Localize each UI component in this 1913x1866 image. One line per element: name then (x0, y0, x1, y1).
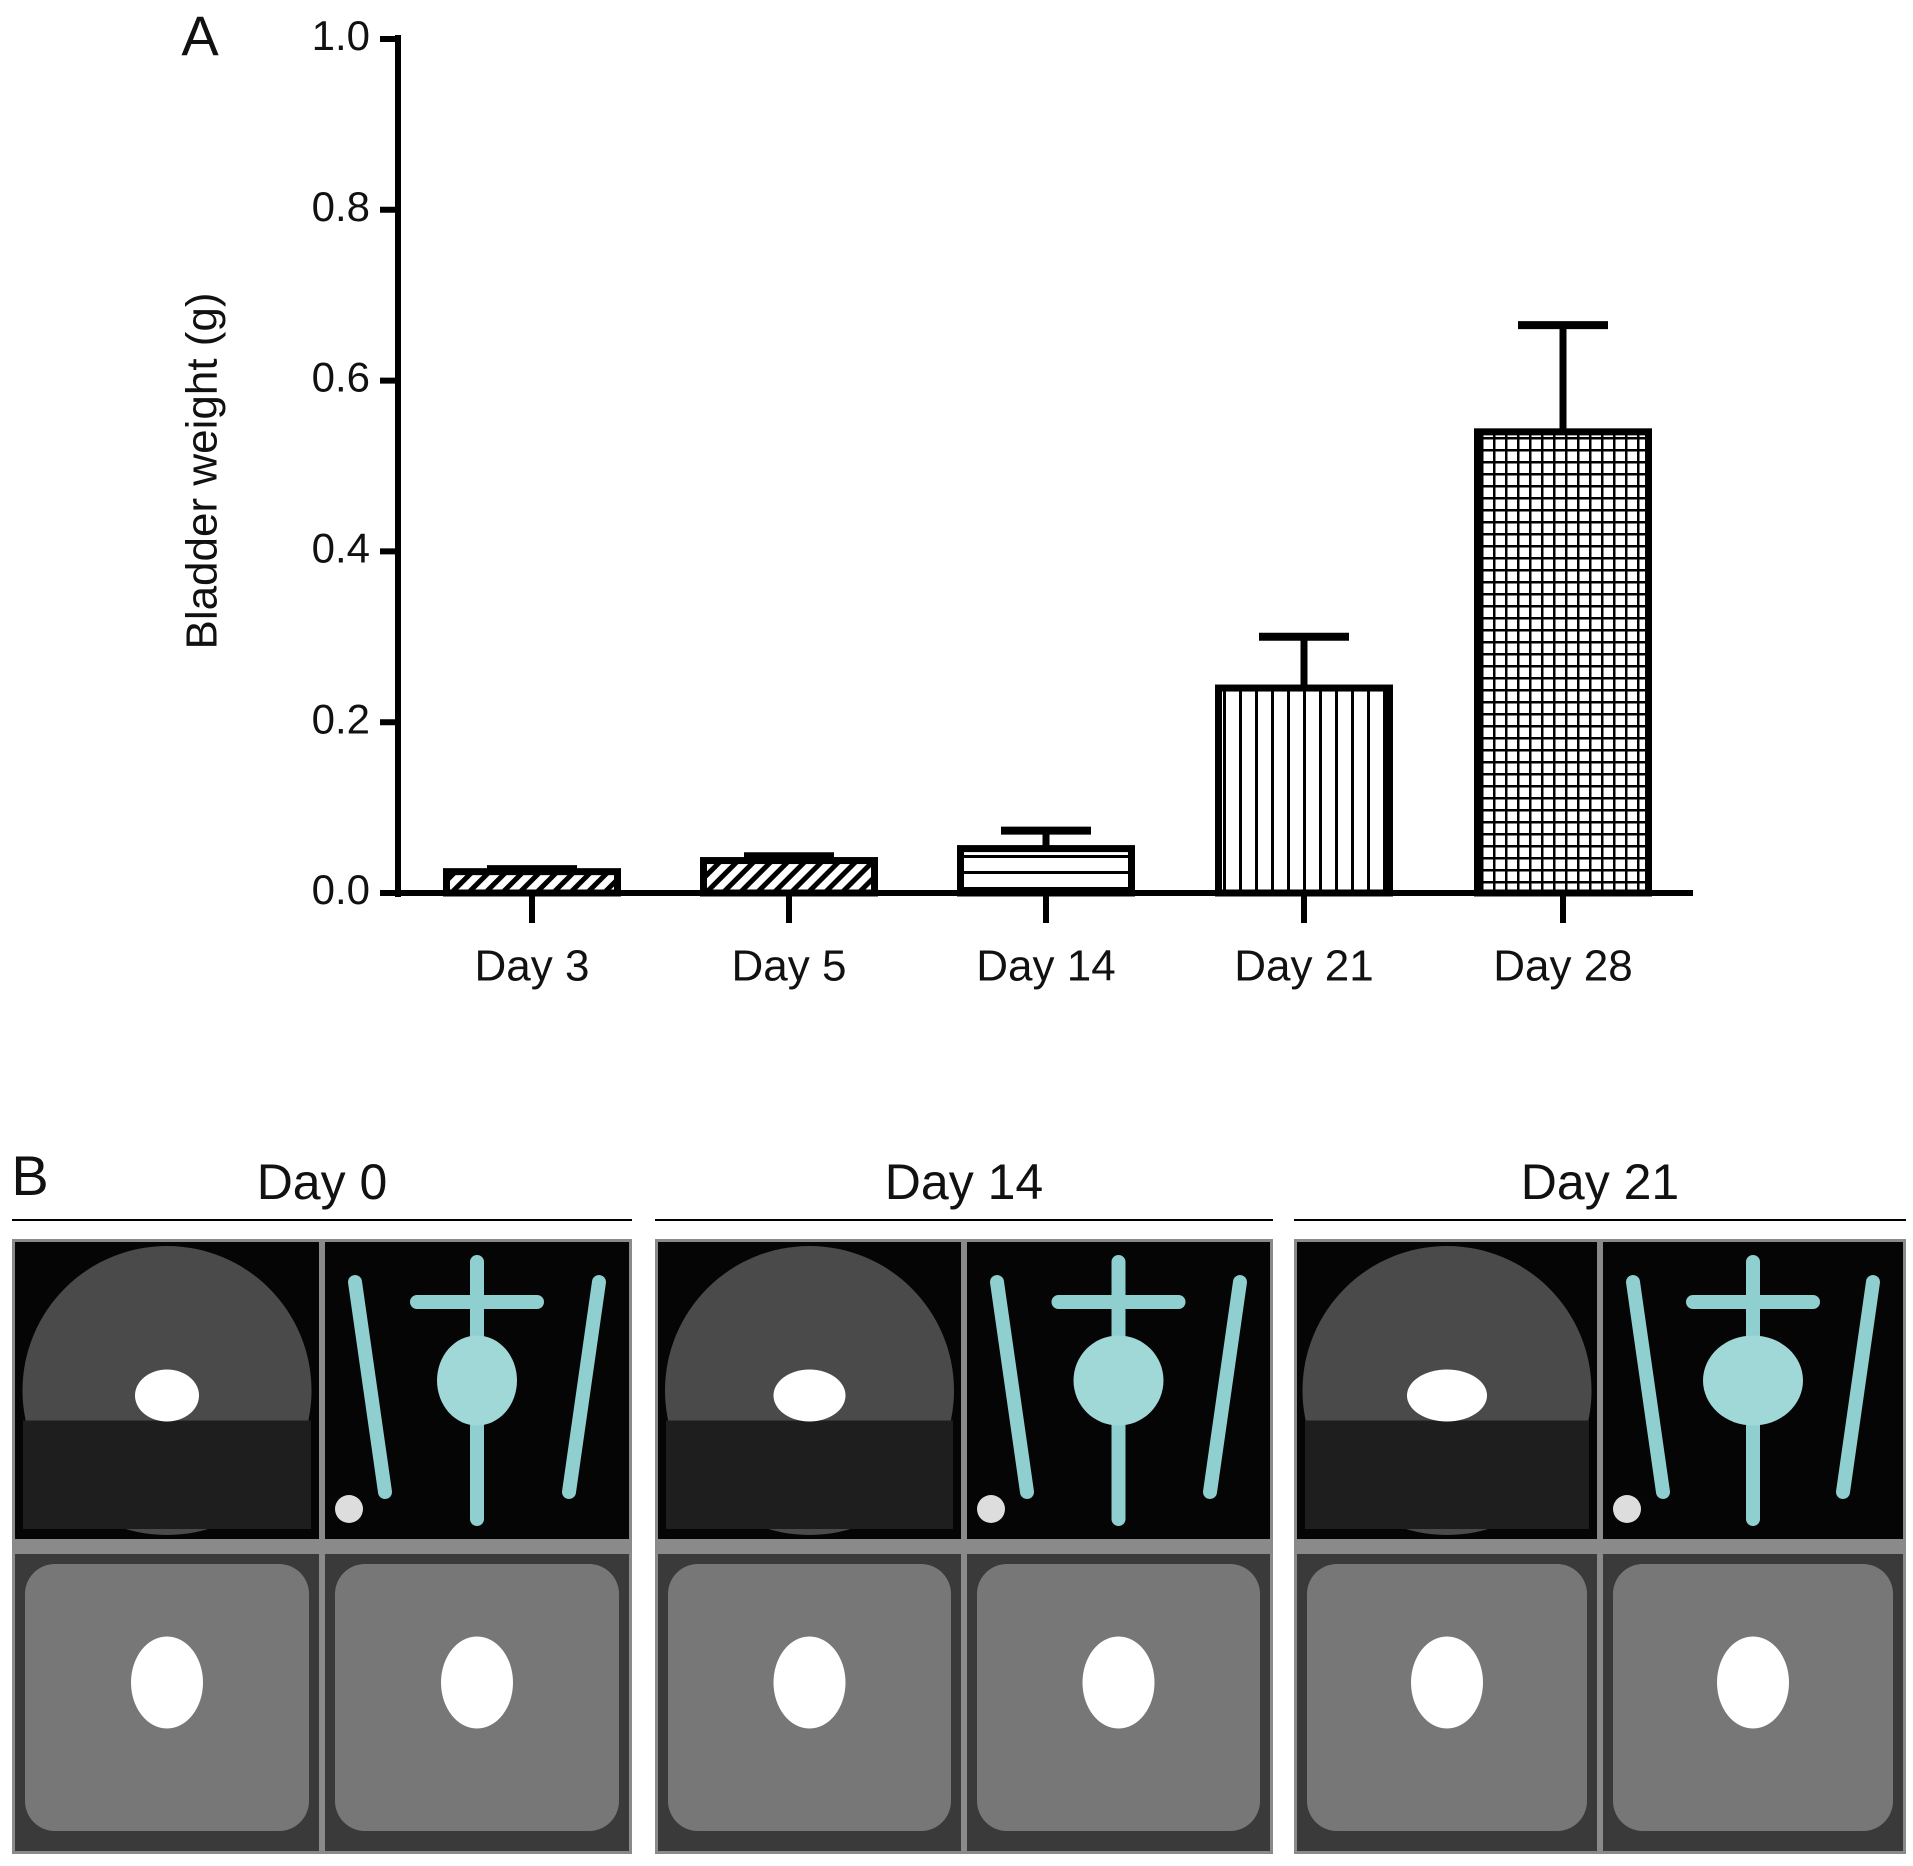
head-icon (977, 1495, 1005, 1523)
y-tick-label: 0.2 (312, 695, 370, 742)
panel-label: B (11, 1144, 48, 1207)
bladder (773, 1369, 846, 1422)
bone-render (1626, 1255, 1880, 1526)
y-axis-label: Bladder weight (g) (178, 292, 227, 649)
ct-table (666, 1420, 953, 1529)
bladder (1717, 1636, 1789, 1729)
head-icon (1613, 1495, 1641, 1523)
bladder-render (1703, 1335, 1803, 1426)
panel-label: A (181, 4, 219, 67)
y-tick-label: 1.0 (312, 12, 370, 59)
bladder (1411, 1636, 1483, 1729)
group-title: Day 0 (257, 1154, 388, 1210)
bladder (773, 1636, 846, 1729)
bar (700, 857, 878, 897)
y-tick-label: 0.8 (312, 183, 370, 230)
bladder (135, 1369, 199, 1422)
x-tick-label: Day 28 (1493, 942, 1632, 991)
bone-render (990, 1255, 1247, 1526)
group-title: Day 14 (885, 1154, 1043, 1210)
ct-table (1305, 1420, 1589, 1529)
ct-table (23, 1420, 311, 1529)
bladder (1082, 1636, 1155, 1729)
bladder-render (437, 1335, 517, 1426)
bladder (441, 1636, 513, 1729)
bone-render (348, 1255, 606, 1526)
bar (443, 868, 621, 897)
bladder (131, 1636, 203, 1729)
group-title: Day 21 (1521, 1154, 1679, 1210)
x-tick-label: Day 5 (732, 942, 847, 991)
bladder-render (1073, 1335, 1164, 1426)
y-tick-label: 0.0 (312, 866, 370, 913)
bar (957, 845, 1135, 897)
bar (1474, 428, 1652, 897)
x-tick-label: Day 14 (976, 942, 1115, 991)
y-tick-label: 0.6 (312, 354, 370, 401)
head-icon (335, 1495, 363, 1523)
bar (1215, 684, 1393, 897)
bladder (1407, 1369, 1487, 1422)
ct-images (12, 1239, 1906, 1854)
y-tick-label: 0.4 (312, 524, 370, 571)
x-tick-label: Day 3 (475, 942, 590, 991)
x-tick-label: Day 21 (1234, 942, 1373, 991)
